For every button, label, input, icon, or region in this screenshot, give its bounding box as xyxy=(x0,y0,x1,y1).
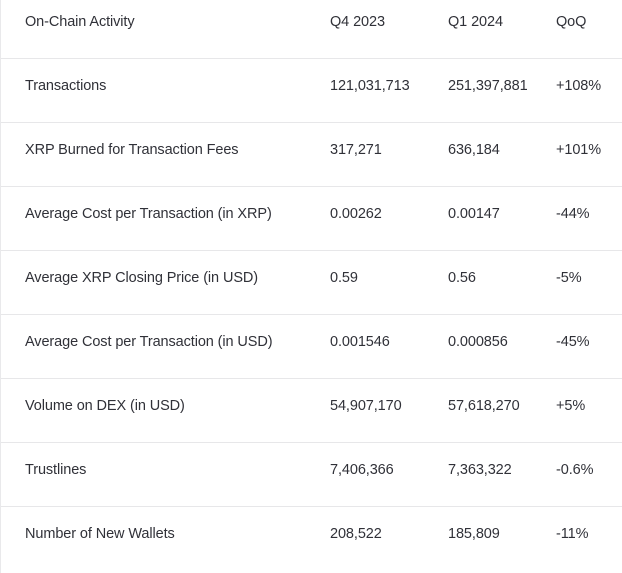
q1-2024-value: 0.56 xyxy=(448,270,476,286)
q1-2024-value: 57,618,270 xyxy=(448,398,520,414)
q1-2024-value: 251,397,881 xyxy=(448,78,528,94)
row-label: Average XRP Closing Price (in USD) xyxy=(25,270,258,286)
q1-2024-value: 7,363,322 xyxy=(448,462,512,478)
row-label: Average Cost per Transaction (in XRP) xyxy=(25,206,272,222)
qoq-value: -11% xyxy=(556,526,589,542)
table-row-transactions: Transactions 121,031,713 251,397,881 +10… xyxy=(1,58,622,122)
qoq-value: -44% xyxy=(556,206,590,222)
row-label: Average Cost per Transaction (in USD) xyxy=(25,334,273,350)
qoq-value: +5% xyxy=(556,398,586,414)
q4-2023-value: 0.00262 xyxy=(330,206,382,222)
table-row-avg-closing-price: Average XRP Closing Price (in USD) 0.59 … xyxy=(1,250,622,314)
table-row-avg-cost-xrp: Average Cost per Transaction (in XRP) 0.… xyxy=(1,186,622,250)
column-header-q4-2023: Q4 2023 xyxy=(330,14,385,30)
table-row-xrp-burned: XRP Burned for Transaction Fees 317,271 … xyxy=(1,122,622,186)
q1-2024-value: 0.000856 xyxy=(448,334,508,350)
column-header-q1-2024: Q1 2024 xyxy=(448,14,503,30)
q4-2023-value: 208,522 xyxy=(330,526,382,542)
q4-2023-value: 0.59 xyxy=(330,270,358,286)
column-header-qoq: QoQ xyxy=(556,14,587,30)
qoq-value: -45% xyxy=(556,334,590,350)
table-row-trustlines: Trustlines 7,406,366 7,363,322 -0.6% xyxy=(1,442,622,506)
qoq-value: -5% xyxy=(556,270,582,286)
q4-2023-value: 54,907,170 xyxy=(330,398,402,414)
q1-2024-value: 185,809 xyxy=(448,526,500,542)
column-header-metric: On-Chain Activity xyxy=(25,14,135,30)
row-label: Volume on DEX (in USD) xyxy=(25,398,185,414)
row-label: Transactions xyxy=(25,78,107,94)
row-label: Number of New Wallets xyxy=(25,526,175,542)
q4-2023-value: 121,031,713 xyxy=(330,78,410,94)
qoq-value: +101% xyxy=(556,142,602,158)
qoq-value: -0.6% xyxy=(556,462,594,478)
table-row-new-wallets: Number of New Wallets 208,522 185,809 -1… xyxy=(1,506,622,573)
row-label: XRP Burned for Transaction Fees xyxy=(25,142,239,158)
table-header-row: On-Chain Activity Q4 2023 Q1 2024 QoQ xyxy=(1,0,622,58)
q4-2023-value: 7,406,366 xyxy=(330,462,394,478)
q1-2024-value: 636,184 xyxy=(448,142,500,158)
q4-2023-value: 317,271 xyxy=(330,142,382,158)
row-label: Trustlines xyxy=(25,462,87,478)
table-row-dex-volume: Volume on DEX (in USD) 54,907,170 57,618… xyxy=(1,378,622,442)
qoq-value: +108% xyxy=(556,78,602,94)
q4-2023-value: 0.001546 xyxy=(330,334,390,350)
table-row-avg-cost-usd: Average Cost per Transaction (in USD) 0.… xyxy=(1,314,622,378)
q1-2024-value: 0.00147 xyxy=(448,206,500,222)
